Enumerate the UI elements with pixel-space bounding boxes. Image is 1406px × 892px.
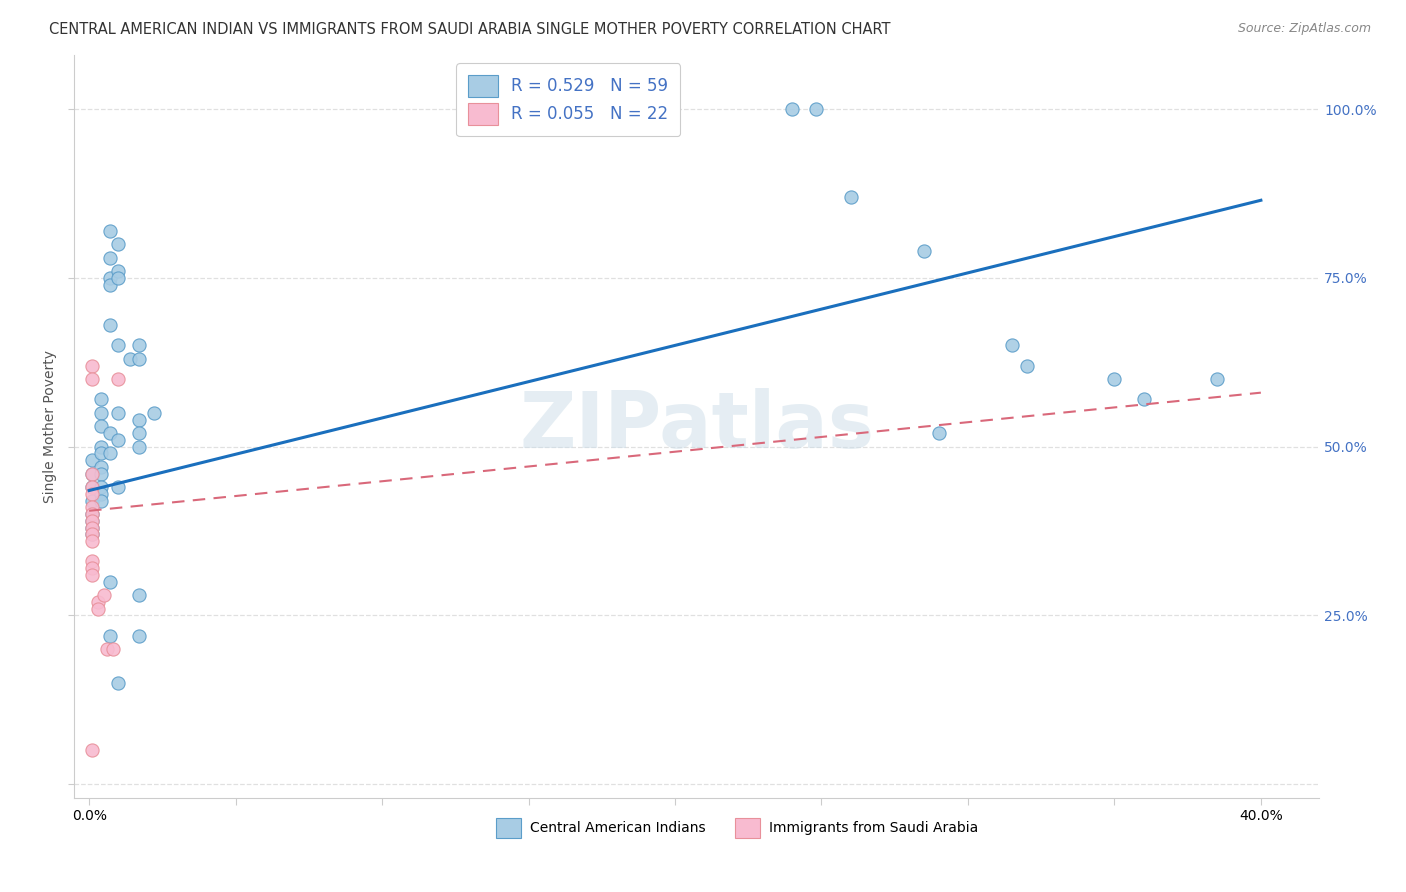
Point — [98, 251, 121, 265]
Text: ZIPatlas: ZIPatlas — [519, 388, 875, 465]
Point — [90, 480, 112, 494]
Point — [80, 534, 103, 549]
Y-axis label: Single Mother Poverty: Single Mother Poverty — [44, 350, 58, 503]
Point — [90, 467, 112, 481]
Point — [107, 480, 129, 494]
Point — [80, 568, 103, 582]
Point — [98, 446, 121, 460]
Point — [101, 642, 124, 657]
Point — [1104, 372, 1126, 386]
Point — [98, 574, 121, 589]
Point — [80, 521, 103, 535]
Point — [98, 224, 121, 238]
Legend: R = 0.529   N = 59, R = 0.055   N = 22: R = 0.529 N = 59, R = 0.055 N = 22 — [457, 63, 681, 136]
Point — [128, 588, 150, 602]
Point — [98, 629, 121, 643]
Point — [928, 426, 950, 441]
Point — [90, 419, 112, 434]
Point — [1001, 338, 1024, 352]
Point — [107, 676, 129, 690]
Point — [128, 412, 150, 426]
Point — [128, 629, 150, 643]
Point — [90, 446, 112, 460]
Text: Source: ZipAtlas.com: Source: ZipAtlas.com — [1237, 22, 1371, 36]
Point — [107, 372, 129, 386]
Point — [96, 642, 118, 657]
Point — [90, 392, 112, 407]
Point — [780, 102, 803, 116]
Point — [80, 453, 103, 467]
Point — [98, 277, 121, 292]
Point — [1015, 359, 1038, 373]
Point — [107, 433, 129, 447]
Point — [107, 264, 129, 278]
Point — [1132, 392, 1154, 407]
Point — [80, 743, 103, 757]
Point — [80, 467, 103, 481]
Point — [107, 271, 129, 285]
Point — [80, 521, 103, 535]
Point — [80, 514, 103, 528]
Point — [90, 459, 112, 474]
Point — [98, 318, 121, 333]
Point — [80, 480, 103, 494]
Point — [80, 372, 103, 386]
Point — [107, 338, 129, 352]
Point — [90, 487, 112, 501]
Point — [87, 595, 110, 609]
Point — [80, 487, 103, 501]
Point — [80, 507, 103, 521]
Point — [107, 406, 129, 420]
Text: CENTRAL AMERICAN INDIAN VS IMMIGRANTS FROM SAUDI ARABIA SINGLE MOTHER POVERTY CO: CENTRAL AMERICAN INDIAN VS IMMIGRANTS FR… — [49, 22, 891, 37]
Point — [912, 244, 935, 258]
Point — [80, 500, 103, 515]
Point — [142, 406, 165, 420]
Point — [80, 554, 103, 568]
Text: Central American Indians: Central American Indians — [530, 821, 706, 835]
Point — [90, 440, 112, 454]
Point — [90, 493, 112, 508]
Point — [128, 426, 150, 441]
Point — [804, 102, 827, 116]
Point — [80, 527, 103, 541]
Point — [90, 406, 112, 420]
Point — [80, 514, 103, 528]
Point — [87, 601, 110, 615]
Point — [98, 426, 121, 441]
Point — [93, 588, 115, 602]
Point — [80, 480, 103, 494]
Point — [839, 190, 862, 204]
Point — [80, 493, 103, 508]
Point — [120, 351, 142, 366]
Point — [80, 467, 103, 481]
Point — [128, 338, 150, 352]
Point — [1206, 372, 1229, 386]
Point — [80, 507, 103, 521]
Point — [98, 271, 121, 285]
Point — [128, 351, 150, 366]
Point — [107, 237, 129, 252]
Point — [80, 561, 103, 575]
Point — [128, 440, 150, 454]
Point — [80, 527, 103, 541]
Text: Immigrants from Saudi Arabia: Immigrants from Saudi Arabia — [769, 821, 979, 835]
Point — [80, 359, 103, 373]
